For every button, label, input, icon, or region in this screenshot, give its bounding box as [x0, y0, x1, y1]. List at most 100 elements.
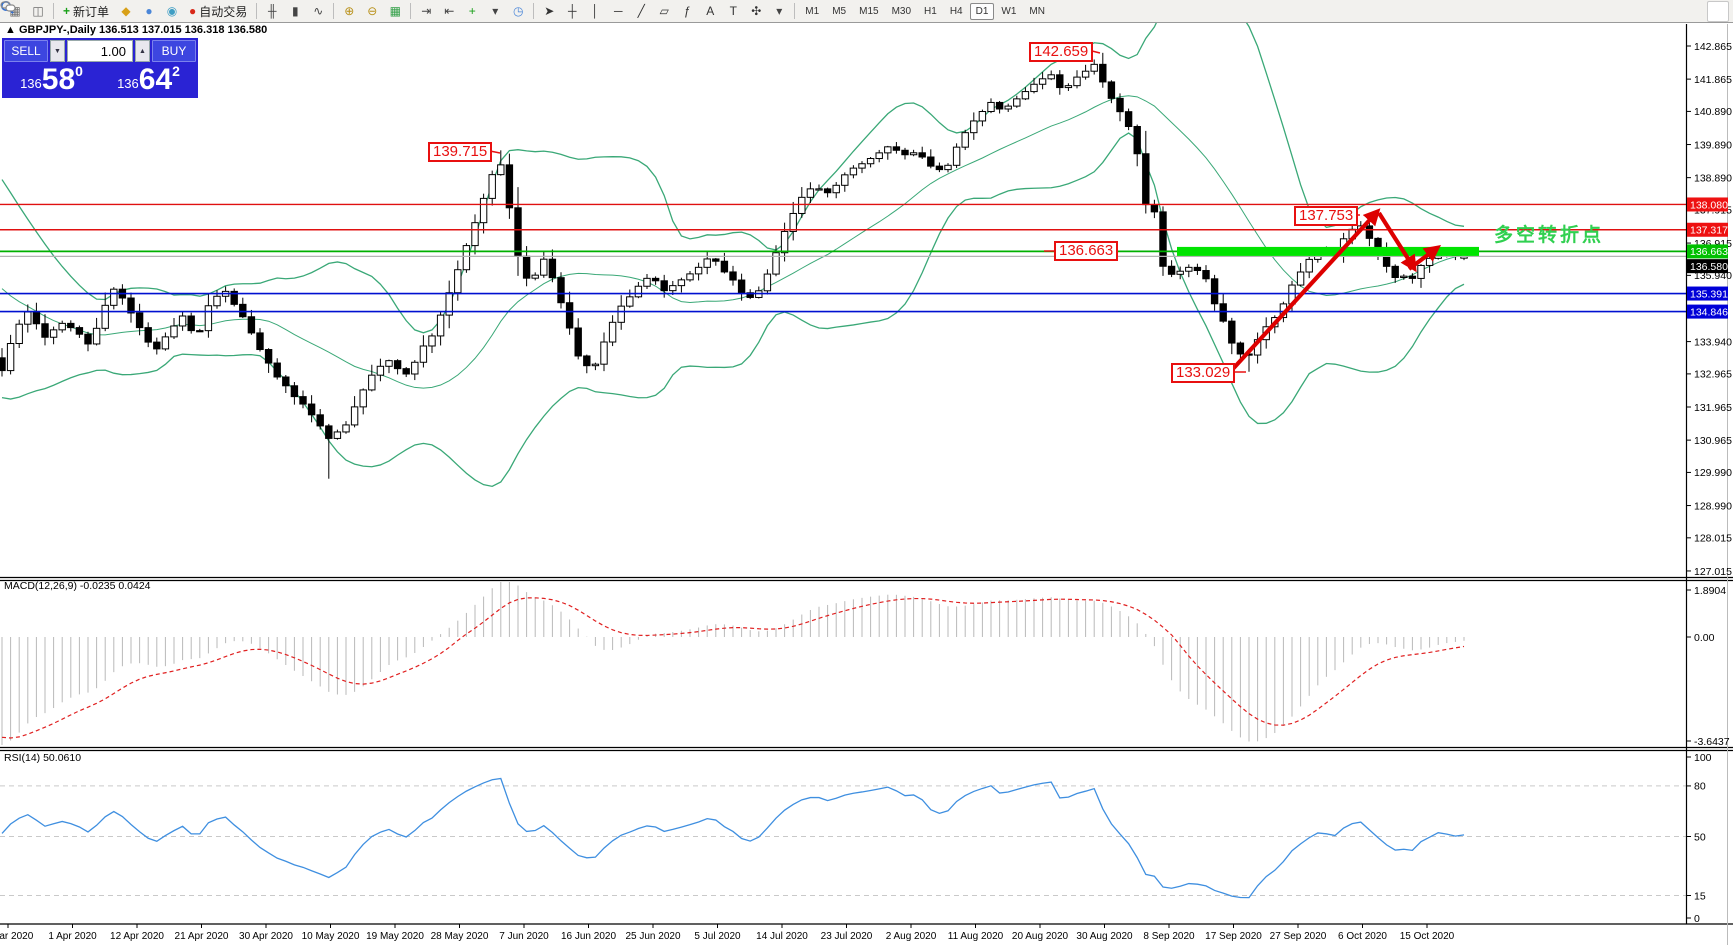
- macd-histogram: [1, 582, 1465, 745]
- volume-decrease-button[interactable]: ▼: [50, 40, 65, 62]
- toolbar-separator: [794, 3, 796, 19]
- market-icon[interactable]: ◆: [121, 4, 131, 18]
- bar-chart-icon[interactable]: ╫: [268, 4, 277, 18]
- zoom-in-icon[interactable]: ⊕: [344, 4, 355, 18]
- bollinger-bands: [1, 0, 1465, 488]
- symbol-ohlc-text: GBPJPY-,Daily 136.513 137.015 136.318 13…: [18, 24, 268, 36]
- price-callout-label[interactable]: 133.029: [1171, 363, 1236, 383]
- svg-text:14 Jul 2020: 14 Jul 2020: [756, 931, 808, 942]
- price-callout-label[interactable]: 136.663: [1054, 241, 1119, 261]
- volume-increase-button[interactable]: ▲: [135, 40, 150, 62]
- text-label-icon[interactable]: T: [729, 4, 737, 18]
- buy-button[interactable]: BUY: [152, 40, 196, 62]
- svg-text:19 May 2020: 19 May 2020: [366, 931, 424, 942]
- signals-icon[interactable]: ◉: [166, 4, 178, 18]
- new-order-icon: +: [63, 4, 71, 18]
- community-icon[interactable]: ●: [145, 4, 153, 18]
- add-indicator-icon[interactable]: +: [468, 4, 476, 18]
- period-icon[interactable]: ◷: [513, 4, 524, 18]
- toolbar-separator: [533, 3, 535, 19]
- svg-text:15: 15: [1694, 890, 1706, 902]
- timeframe-m1-button[interactable]: M1: [805, 5, 820, 17]
- autotrade-button[interactable]: ● 自动交易: [184, 2, 252, 21]
- crosshair-icon[interactable]: ┼: [568, 4, 577, 18]
- trendline-icon[interactable]: ╱: [637, 4, 645, 18]
- chinese-annotation[interactable]: 多空转折点: [1494, 225, 1605, 246]
- svg-text:3 Mar 2020: 3 Mar 2020: [0, 931, 34, 942]
- panel-frame: [0, 24, 1733, 945]
- svg-text:21 Apr 2020: 21 Apr 2020: [175, 931, 229, 942]
- svg-text:138.890: 138.890: [1694, 172, 1732, 184]
- toolbar-separator: [333, 3, 335, 19]
- new-chart-icon[interactable]: ▦: [9, 4, 21, 18]
- new-order-button-label: 新订单: [73, 4, 110, 19]
- timeframe-m15-button[interactable]: M15: [859, 5, 879, 17]
- text-icon[interactable]: A: [706, 4, 715, 18]
- timeframe-mn-button[interactable]: MN: [1029, 5, 1045, 17]
- auto-scroll-icon[interactable]: ⇥: [421, 4, 432, 18]
- svg-text:23 Jul 2020: 23 Jul 2020: [821, 931, 873, 942]
- trend-arrows[interactable]: [1229, 208, 1442, 373]
- timeframe-m30-button[interactable]: M30: [891, 5, 912, 17]
- bid-price[interactable]: 136 58 0: [4, 62, 99, 96]
- svg-text:20 Aug 2020: 20 Aug 2020: [1012, 931, 1069, 942]
- arrows-icon[interactable]: ✣: [751, 4, 762, 18]
- autotrade-button-label: 自动交易: [199, 4, 248, 19]
- support-zone-bar[interactable]: [1177, 246, 1479, 256]
- bid-sup: 0: [75, 63, 83, 79]
- autotrade-icon: ●: [189, 4, 197, 18]
- one-click-trading-panel: SELL ▼ 1.00 ▲ BUY 136 58 0 136 64 2: [2, 38, 198, 98]
- timeframe-w1-button[interactable]: W1: [1001, 5, 1017, 17]
- volume-input[interactable]: 1.00: [67, 40, 133, 62]
- sell-button[interactable]: SELL: [4, 40, 48, 62]
- dropdown-caret-icon[interactable]: ▾: [776, 4, 783, 18]
- svg-text:25 Jun 2020: 25 Jun 2020: [625, 931, 680, 942]
- svg-text:138.080: 138.080: [1690, 199, 1728, 211]
- svg-text:141.865: 141.865: [1694, 74, 1732, 86]
- price-divider: [99, 62, 101, 96]
- fibonacci-icon[interactable]: ƒ: [683, 4, 691, 18]
- rsi-level-lines: [0, 785, 1686, 897]
- dropdown-caret-icon[interactable]: ▾: [492, 4, 499, 18]
- candlestick-series: [0, 52, 1468, 479]
- collapse-icon[interactable]: ▲: [5, 24, 16, 36]
- cursor-icon[interactable]: ➤: [544, 4, 555, 18]
- svg-text:11 Aug 2020: 11 Aug 2020: [948, 931, 1004, 942]
- date-axis: 3 Mar 2020 1 Apr 2020 12 Apr 2020 21 Apr 20…: [0, 924, 1455, 942]
- ask-price[interactable]: 136 64 2: [101, 62, 196, 96]
- ask-prefix: 136: [117, 76, 139, 91]
- price-callout-label[interactable]: 139.715: [428, 142, 493, 162]
- search-icon[interactable]: [1, 1, 1706, 22]
- timeframe-m5-button[interactable]: M5: [832, 5, 847, 17]
- price-axis: 142.865141.865140.890139.890138.890137.9…: [1686, 41, 1732, 925]
- new-order-button[interactable]: + 新订单: [58, 2, 114, 21]
- chat-icon[interactable]: [0, 0, 1729, 22]
- candlestick-icon[interactable]: ▮: [291, 4, 299, 18]
- svg-text:16 Jun 2020: 16 Jun 2020: [561, 931, 616, 942]
- svg-text:142.865: 142.865: [1694, 41, 1732, 53]
- chart-shift-icon[interactable]: ⇤: [444, 4, 455, 18]
- timeframe-h1-button[interactable]: H1: [924, 5, 937, 17]
- svg-text:-3.6437: -3.6437: [1694, 736, 1730, 748]
- price-callout-label[interactable]: 137.753: [1294, 206, 1359, 226]
- ask-big: 64: [138, 63, 173, 96]
- bid-prefix: 136: [20, 76, 42, 91]
- timeframe-d1-button[interactable]: D1: [969, 2, 995, 20]
- price-callout-label[interactable]: 142.659: [1029, 42, 1094, 62]
- macd-label: MACD(12,26,9) -0.0235 0.0424: [4, 580, 151, 592]
- tile-windows-icon[interactable]: ▦: [389, 4, 401, 18]
- svg-text:30 Aug 2020: 30 Aug 2020: [1076, 931, 1133, 942]
- vertical-line-icon[interactable]: │: [591, 4, 600, 18]
- line-chart-icon[interactable]: ∿: [313, 4, 324, 18]
- timeframe-h4-button[interactable]: H4: [949, 5, 963, 17]
- zoom-out-icon[interactable]: ⊖: [367, 4, 378, 18]
- equidistant-channel-icon[interactable]: ▱: [659, 4, 669, 18]
- horizontal-line-objects[interactable]: [0, 203, 1686, 313]
- svg-text:127.015: 127.015: [1694, 566, 1732, 578]
- horizontal-line-icon[interactable]: ─: [614, 4, 623, 18]
- svg-text:136.663: 136.663: [1690, 246, 1728, 258]
- profiles-icon[interactable]: ◫: [32, 4, 44, 18]
- svg-text:139.890: 139.890: [1694, 139, 1732, 151]
- rsi-line: [1, 777, 1465, 899]
